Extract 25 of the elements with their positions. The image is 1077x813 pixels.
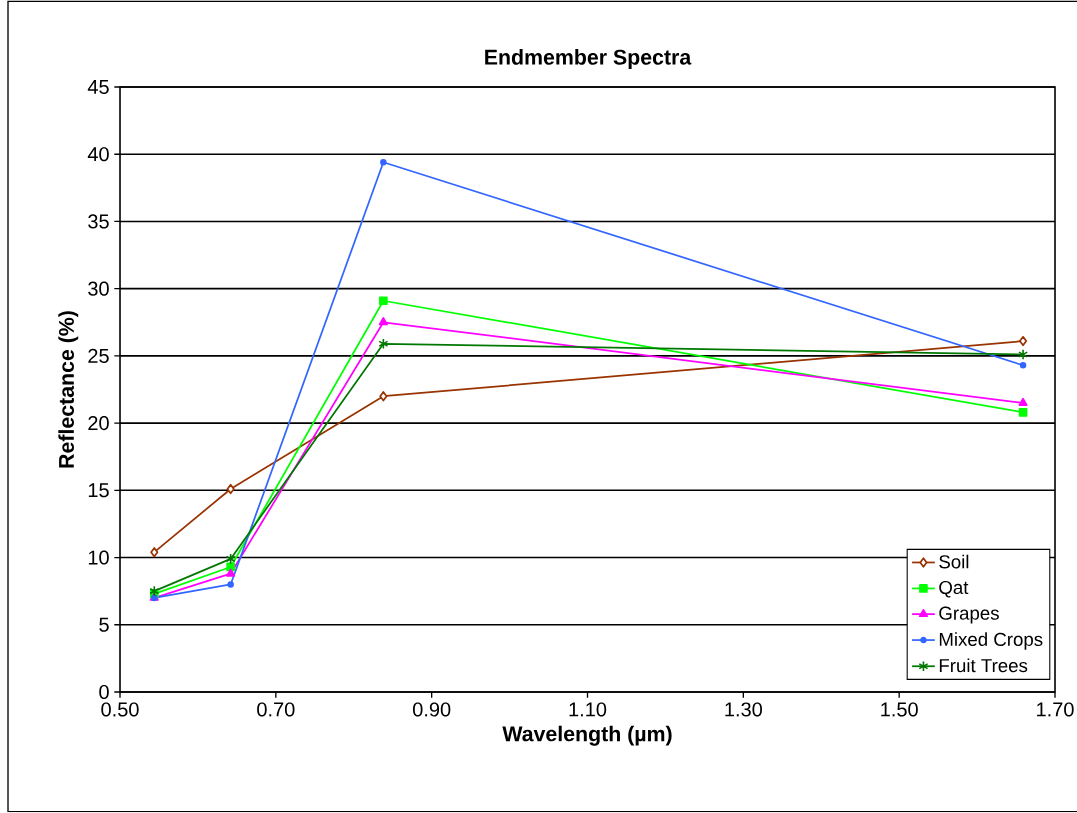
y-tick-label: 25 bbox=[88, 348, 109, 363]
y-tick-label: 30 bbox=[88, 281, 109, 296]
x-tick-label: 0.50 bbox=[101, 702, 139, 717]
y-axis-title: Reflectance (%) bbox=[58, 311, 79, 468]
chart-title: Endmember Spectra bbox=[485, 49, 692, 69]
x-tick-label: 1.50 bbox=[881, 702, 918, 717]
legend-label: Qat bbox=[939, 580, 969, 598]
y-tick-label: 45 bbox=[87, 80, 109, 94]
y-tick-label: 15 bbox=[88, 483, 109, 498]
legend-label: Fruit Trees bbox=[939, 658, 1028, 673]
x-tick-label: 1.70 bbox=[1037, 702, 1074, 717]
y-tick-label: 20 bbox=[88, 416, 109, 431]
x-tick-label: 1.10 bbox=[569, 702, 607, 717]
x-tick-label: 0.90 bbox=[412, 702, 451, 717]
y-tick-label: 5 bbox=[99, 617, 109, 632]
y-tick-label: 0 bbox=[99, 684, 109, 700]
y-tick-label: 35 bbox=[88, 214, 109, 229]
y-tick-label: 40 bbox=[87, 147, 109, 162]
x-tick-label: 0.70 bbox=[257, 702, 295, 717]
x-axis-title: Wavelength (µm) bbox=[502, 725, 672, 746]
legend-label: Mixed Crops bbox=[939, 632, 1043, 650]
y-tick-label: 10 bbox=[88, 550, 109, 565]
legend-label: Soil bbox=[939, 554, 969, 569]
x-tick-label: 1.30 bbox=[725, 702, 763, 717]
legend-label: Grapes bbox=[939, 606, 999, 624]
